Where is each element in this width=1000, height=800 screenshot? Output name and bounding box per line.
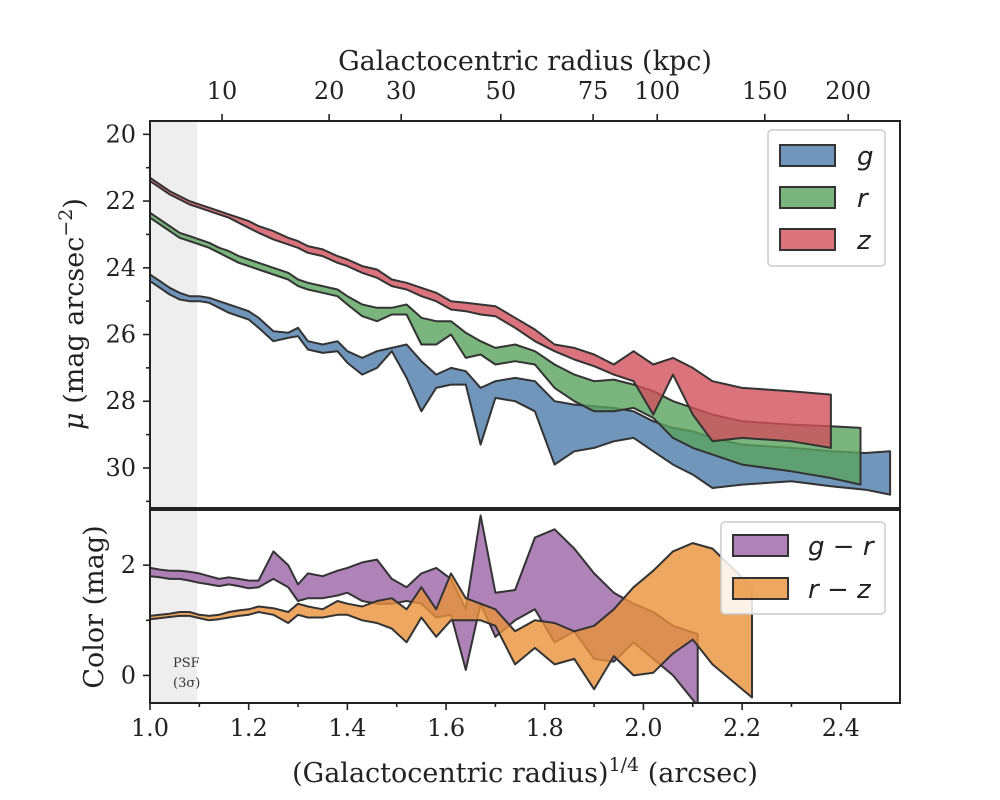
x-tick-label: 1.4 bbox=[328, 714, 366, 742]
x-tick-label: 2.4 bbox=[822, 714, 860, 742]
top-tick-label: 200 bbox=[825, 77, 871, 105]
band-r---z bbox=[150, 542, 753, 699]
x-tick-label: 1.2 bbox=[230, 714, 268, 742]
top-tick-label: 20 bbox=[314, 77, 345, 105]
legend-swatch-g bbox=[779, 144, 836, 167]
color-bands bbox=[150, 514, 753, 703]
main-y-tick-label: 26 bbox=[105, 321, 136, 349]
psf-band-color bbox=[150, 510, 197, 703]
axis-ticks: 1.0 1.2 1.4 1.6 1.8 2.0 2.2 2.410 20 30 50 75 100 150… bbox=[105, 77, 871, 742]
x-tick-label: 1.8 bbox=[526, 714, 564, 742]
main-y-tick-label: 20 bbox=[105, 120, 136, 148]
top-tick-label: 50 bbox=[486, 77, 517, 105]
legend-label-z: z bbox=[856, 226, 872, 256]
psf-label: PSF bbox=[173, 656, 200, 671]
band-z bbox=[150, 176, 832, 449]
main-y-tick-label: 30 bbox=[105, 454, 136, 482]
top-tick-label: 150 bbox=[742, 77, 788, 105]
top-tick-label: 75 bbox=[578, 77, 609, 105]
surface-brightness-bands bbox=[150, 176, 892, 496]
color-legend: g − r r − z bbox=[720, 521, 886, 615]
x-tick-label: 1.0 bbox=[131, 714, 169, 742]
x-tick-label: 1.6 bbox=[427, 714, 465, 742]
x-tick-label: 2.2 bbox=[723, 714, 761, 742]
color-panel-frame bbox=[149, 509, 901, 704]
psf-band-main bbox=[150, 121, 197, 508]
legend-swatch-g-r bbox=[732, 534, 789, 557]
legend-label-g-r: g − r bbox=[808, 532, 876, 562]
band-g---r bbox=[150, 514, 699, 703]
color-y-tick-label: 0 bbox=[121, 661, 136, 689]
main-panel-frame bbox=[149, 120, 901, 509]
main-y-axis-title: μ (mag arcsec−2) bbox=[55, 198, 90, 430]
color-y-tick-label: 2 bbox=[121, 551, 136, 579]
top-tick-label: 100 bbox=[634, 77, 680, 105]
legend-swatch-r-z bbox=[732, 577, 789, 600]
top-tick-label: 10 bbox=[207, 77, 238, 105]
main-legend: g r z bbox=[767, 129, 886, 267]
top-tick-label: 30 bbox=[386, 77, 417, 105]
legend-swatch-z bbox=[779, 228, 836, 251]
legend-label-g: g bbox=[857, 142, 874, 172]
main-y-tick-label: 28 bbox=[105, 387, 136, 415]
color-y-axis-title: Color (mag) bbox=[79, 525, 110, 688]
psf-sigma-label: (3σ) bbox=[173, 676, 200, 691]
legend-label-r-z: r − z bbox=[808, 575, 872, 605]
legend-label-r: r bbox=[857, 184, 870, 214]
main-y-tick-label: 22 bbox=[105, 187, 136, 215]
band-r bbox=[150, 211, 862, 486]
main-y-tick-label: 24 bbox=[105, 254, 136, 282]
x-tick-label: 2.0 bbox=[624, 714, 662, 742]
bottom-x-axis-title: (Galactocentric radius)1/4 (arcsec) bbox=[292, 754, 758, 789]
legend-swatch-r bbox=[779, 186, 836, 209]
top-axis-title: Galactocentric radius (kpc) bbox=[338, 46, 712, 77]
